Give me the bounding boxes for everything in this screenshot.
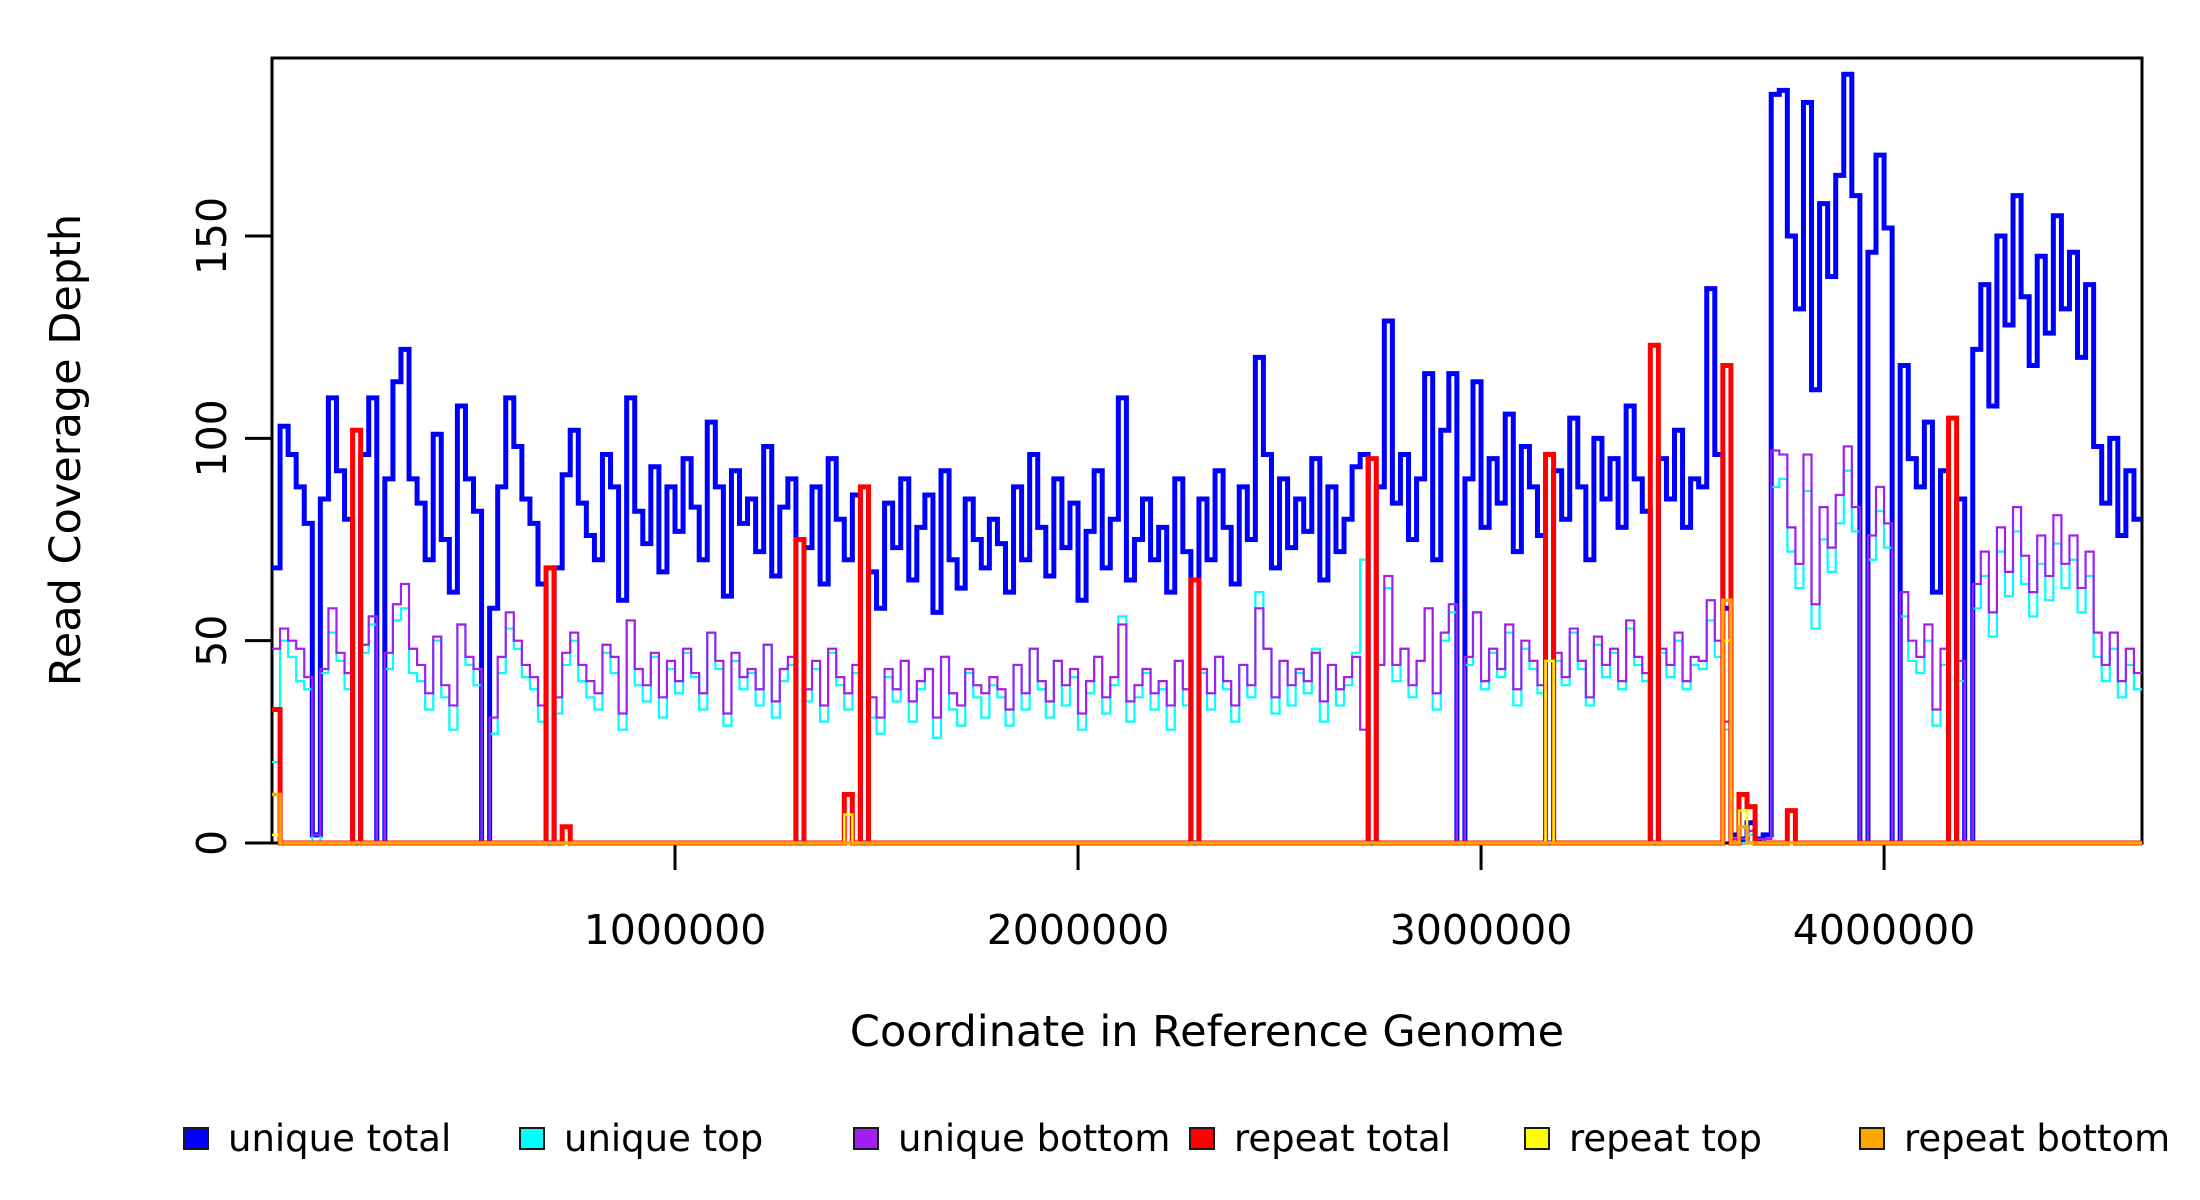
y-tick-label: 100 bbox=[188, 399, 236, 477]
series-unique-total bbox=[272, 71, 2142, 846]
legend-label: unique top bbox=[564, 1117, 764, 1160]
legend-item-repeat-top: repeat top bbox=[1524, 1120, 1762, 1157]
x-tick-label: 3000000 bbox=[1390, 906, 1573, 954]
legend-label: unique bottom bbox=[898, 1117, 1171, 1160]
series-repeat-bottom bbox=[272, 598, 2142, 845]
legend-swatch-repeat-bottom bbox=[1859, 1127, 1885, 1150]
y-axis-title: Read Coverage Depth bbox=[41, 214, 91, 686]
legend-label: repeat bottom bbox=[1904, 1117, 2171, 1160]
x-tick-label: 4000000 bbox=[1793, 906, 1976, 954]
legend-item-unique-top: unique top bbox=[519, 1120, 763, 1157]
legend-label: repeat top bbox=[1569, 1117, 1762, 1160]
legend-item-repeat-total: repeat total bbox=[1189, 1120, 1451, 1157]
legend-item-repeat-bottom: repeat bottom bbox=[1859, 1120, 2170, 1157]
series-layer bbox=[272, 71, 2142, 846]
legend-swatch-unique-bottom bbox=[853, 1127, 879, 1150]
x-tick-label: 2000000 bbox=[987, 906, 1170, 954]
series-unique-bottom bbox=[272, 445, 2142, 845]
x-tick-label: 1000000 bbox=[584, 906, 767, 954]
axes-layer: 1000000 2000000 3000000 4000000 0 50 100 150 bbox=[188, 56, 2144, 954]
legend-swatch-repeat-top bbox=[1524, 1127, 1550, 1150]
legend-item-unique-total: unique total bbox=[183, 1120, 451, 1157]
legend-item-unique-bottom: unique bottom bbox=[853, 1120, 1170, 1157]
y-tick-label: 50 bbox=[188, 615, 236, 667]
x-axis-title: Coordinate in Reference Genome bbox=[850, 1007, 1564, 1057]
legend-swatch-unique-total bbox=[183, 1127, 209, 1150]
legend-label: unique total bbox=[228, 1117, 452, 1160]
legend-swatch-repeat-total bbox=[1189, 1127, 1215, 1150]
y-tick-label: 150 bbox=[188, 197, 236, 275]
legend-label: repeat total bbox=[1234, 1117, 1451, 1160]
legend-swatch-unique-top bbox=[519, 1127, 545, 1150]
y-tick-label: 0 bbox=[188, 830, 236, 856]
